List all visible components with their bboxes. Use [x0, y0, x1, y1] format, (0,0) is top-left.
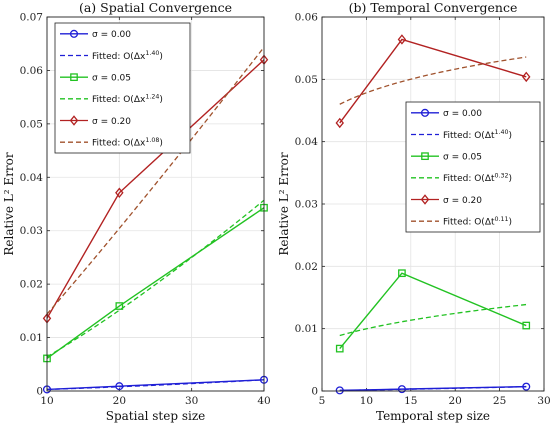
legend-marker: [420, 108, 430, 117]
y-tick-label: 0.03: [295, 199, 318, 211]
legend-label: Fitted: O(Δt0.32): [443, 173, 512, 185]
series-5: [335, 34, 531, 129]
fit-line: [339, 386, 527, 392]
axes-frame: [46, 16, 265, 392]
legend-item: Fitted: O(Δx1.24): [60, 94, 163, 106]
legend-label: σ = 0.05: [443, 152, 482, 162]
y-tick-label: 0.02: [295, 261, 318, 273]
data-point: [115, 302, 124, 310]
y-tick-label: 0.04: [20, 172, 44, 184]
legend-label: σ = 0.20: [443, 196, 482, 206]
x-tick-label: 30: [185, 395, 198, 407]
x-tick-label: 10: [360, 395, 373, 407]
legend-marker: [69, 29, 79, 38]
chart-panel-1: (a) Spatial Convergence 10 20 30 40 0 0.01 0.02…: [2, 0, 271, 423]
fit-line: [46, 46, 265, 315]
x-tick-label: 20: [113, 395, 126, 407]
series-3: [335, 269, 531, 353]
fit-line: [339, 56, 527, 105]
fit-line: [46, 379, 265, 391]
legend-item: σ = 0.05: [411, 152, 482, 162]
legend-item: σ = 0.20: [60, 115, 131, 127]
y-tick-label: 0.01: [20, 332, 43, 344]
x-tick-label: 20: [449, 395, 462, 407]
series-1: [335, 382, 531, 395]
legend-label: σ = 0.20: [92, 117, 131, 127]
legend-label: Fitted: O(Δx1.08): [92, 137, 163, 149]
series-2: [46, 379, 265, 391]
y-tick-label: 0.03: [20, 225, 43, 237]
x-axis-label: Spatial step size: [106, 409, 206, 423]
x-tick-label: 30: [537, 395, 550, 407]
x-axis-label: Temporal step size: [376, 409, 490, 423]
legend-label: Fitted: O(Δx1.40): [92, 50, 163, 62]
y-axis-label: Relative L² Error: [277, 152, 291, 256]
series-line: [46, 207, 265, 359]
y-axis-label: Relative L² Error: [2, 152, 16, 256]
data-point: [398, 269, 406, 278]
legend-item: Fitted: O(Δx1.08): [60, 137, 163, 149]
y-tick-label: 0.04: [295, 136, 319, 148]
series-line: [339, 272, 527, 350]
legend-label: σ = 0.00: [92, 30, 131, 40]
legend-label: σ = 0.00: [443, 109, 482, 119]
y-tick-label: 0: [311, 386, 318, 398]
legend-item: σ = 0.05: [60, 73, 131, 83]
series-4: [339, 303, 527, 337]
data-point: [522, 71, 531, 83]
legend-marker: [421, 152, 429, 161]
series-6: [339, 56, 527, 105]
data-point: [115, 187, 124, 199]
y-tick-label: 0.05: [295, 74, 318, 86]
legend-item: Fitted: O(Δt0.11): [411, 216, 512, 228]
data-point: [522, 321, 531, 330]
y-tick-label: 0.05: [20, 118, 43, 130]
legend-item: Fitted: O(Δx1.40): [60, 50, 163, 62]
x-tick-label: 25: [493, 395, 506, 407]
legend: σ = 0.00 Fitted: O(Δx1.40) σ = 0.05 Fitted:…: [54, 22, 191, 154]
x-tick-label: 10: [40, 395, 53, 407]
data-point: [397, 34, 407, 45]
y-tick-label: 0.06: [20, 65, 44, 77]
legend-marker: [420, 194, 430, 205]
y-tick-label: 0.01: [295, 323, 318, 335]
y-tick-label: 0.02: [20, 279, 43, 291]
legend-item: σ = 0.20: [411, 194, 482, 206]
y-tick-label: 0.06: [295, 12, 319, 24]
series-4: [46, 199, 265, 358]
x-tick-label: 5: [319, 395, 326, 407]
chart-title: (b) Temporal Convergence: [349, 0, 518, 15]
y-tick-label: 0.07: [20, 12, 43, 24]
chart-title: (a) Spatial Convergence: [79, 0, 232, 15]
legend-box: [54, 22, 191, 154]
x-tick-label: 15: [404, 395, 417, 407]
y-tick-label: 0: [36, 386, 43, 398]
legend-label: σ = 0.05: [92, 73, 131, 83]
series-2: [339, 386, 527, 392]
legend-item: Fitted: O(Δt0.32): [411, 173, 512, 185]
legend-marker: [70, 73, 78, 82]
fit-line: [339, 303, 527, 337]
legend-label: Fitted: O(Δt1.40): [443, 129, 512, 141]
series-6: [46, 46, 265, 315]
legend-item: σ = 0.00: [411, 108, 482, 119]
legend-label: Fitted: O(Δt0.11): [443, 216, 512, 228]
data-point: [522, 382, 531, 391]
legend: σ = 0.00 Fitted: O(Δt1.40) σ = 0.05 Fitted:…: [405, 101, 541, 233]
series-line: [46, 59, 265, 319]
data-point: [335, 344, 344, 353]
legend-marker: [69, 115, 79, 126]
series-line: [339, 38, 527, 124]
fit-line: [46, 199, 265, 358]
axes-frame: [321, 16, 545, 392]
legend-item: Fitted: O(Δt1.40): [411, 129, 512, 141]
legend-label: Fitted: O(Δx1.24): [92, 94, 163, 106]
x-tick-label: 40: [257, 395, 270, 407]
legend-box: [405, 101, 541, 233]
data-point: [335, 117, 344, 129]
legend-item: σ = 0.00: [60, 29, 131, 40]
chart-panel-2: (b) Temporal Convergence 5 10 15 20 25 30 0 0.01…: [277, 0, 550, 423]
